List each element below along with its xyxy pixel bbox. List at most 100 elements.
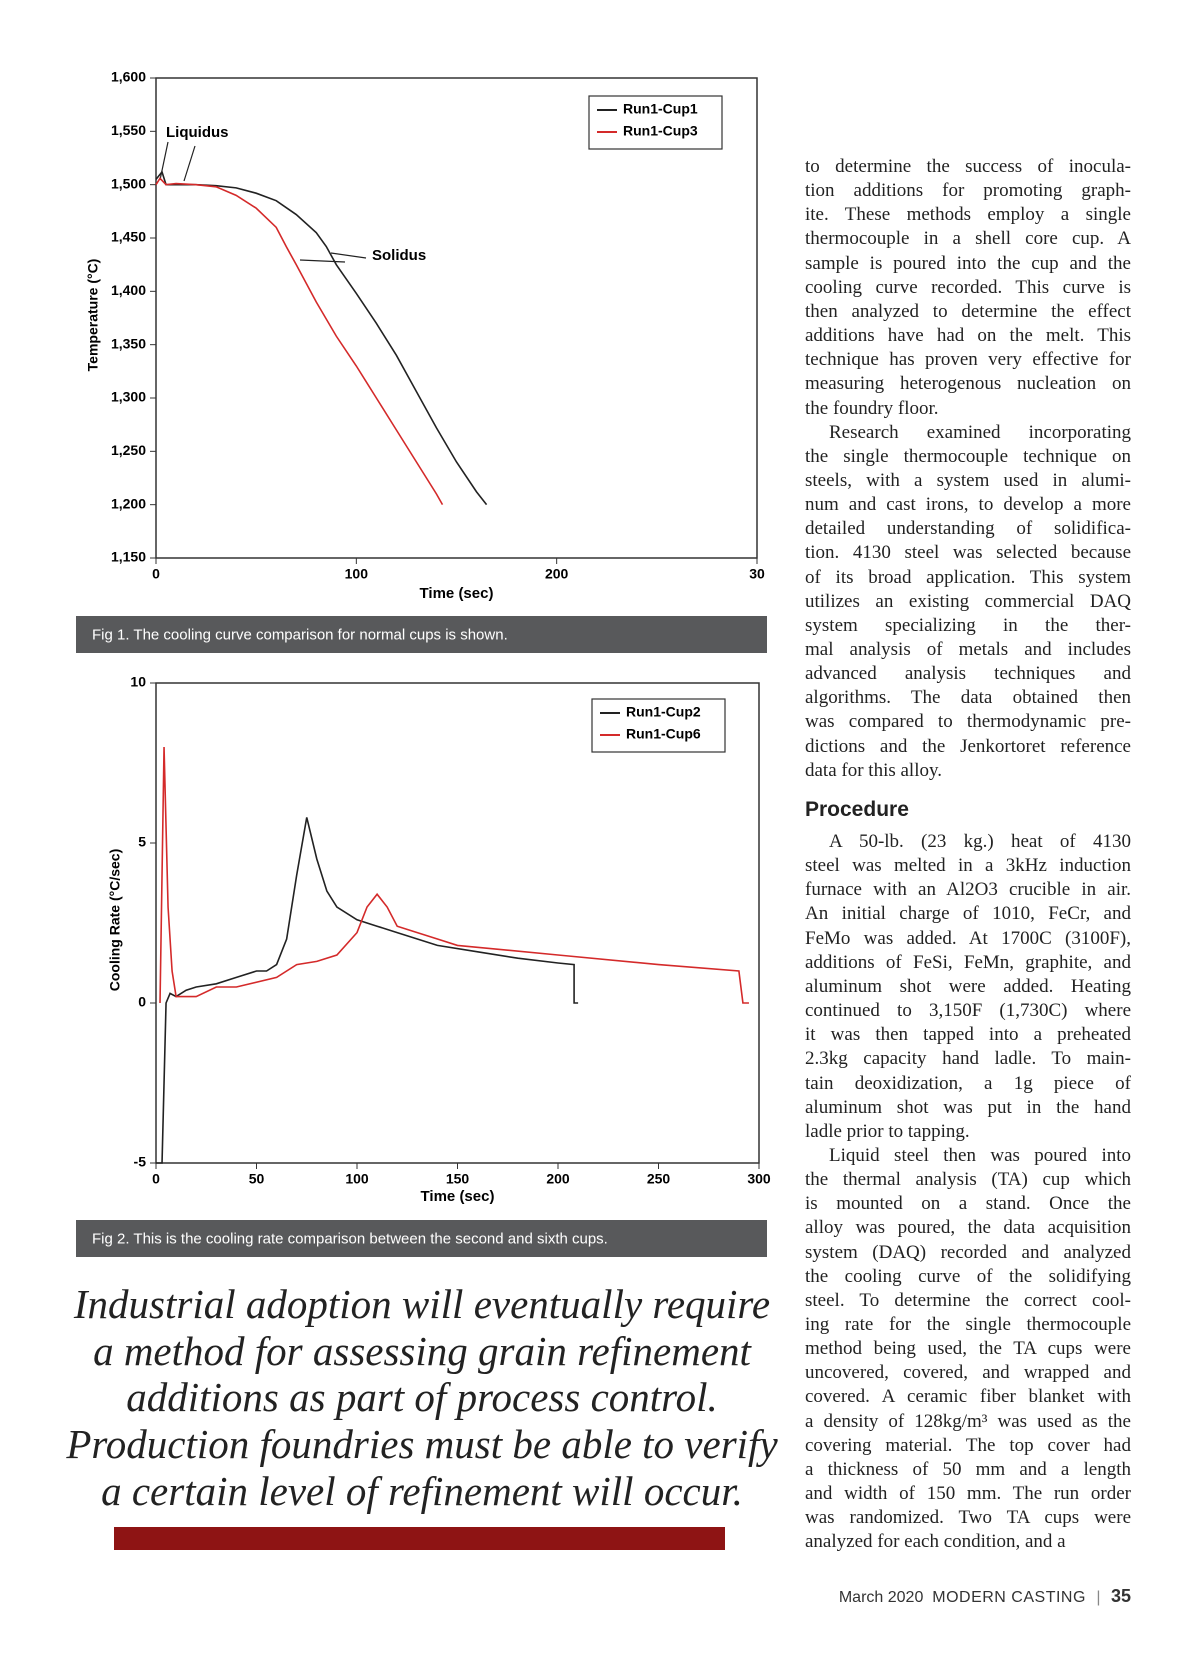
- body-text-line: was compared to thermodynamic pre-: [805, 711, 1131, 733]
- y-tick-label: 1,500: [111, 175, 146, 191]
- body-text-line: additions of FeSi, FeMn, graphite, and: [805, 951, 1131, 973]
- x-axis-title: Time (sec): [420, 585, 494, 602]
- body-text-line: was randomized. Two TA cups were: [805, 1507, 1131, 1529]
- x-tick-label: 100: [345, 1171, 369, 1187]
- body-text-line: furnace with an Al2O3 crucible in air.: [805, 879, 1131, 901]
- body-text-line: a thickness of 50 mm and a length: [805, 1458, 1131, 1480]
- body-text-line: covering material. The top cover had: [805, 1434, 1131, 1456]
- data-line: [155, 170, 488, 506]
- body-text-line: FeMo was added. At 1700C (3100F),: [805, 927, 1131, 949]
- body-text-line: aluminum shot was put in the hand: [805, 1096, 1131, 1118]
- body-text-line: and width of 150 mm. The run order: [805, 1483, 1131, 1505]
- pull-quote-line: Industrial adoption will eventually requ…: [73, 1281, 771, 1327]
- body-text-line: the cooling curve of the solidifying: [805, 1265, 1131, 1287]
- body-text-line: detailed understanding of solidifica-: [805, 518, 1131, 540]
- x-tick-label: 250: [647, 1171, 671, 1187]
- body-text-line: 2.3kg capacity hand ladle. To main-: [805, 1048, 1131, 1070]
- annotation-arrows: [159, 141, 367, 263]
- body-text-line: data for this alloy.: [805, 759, 943, 781]
- footer-date: March 2020: [838, 1589, 924, 1606]
- body-text-line: A 50-lb. (23 kg.) heat of 4130: [829, 831, 1131, 852]
- y-tick-label: -5: [134, 1154, 147, 1170]
- pull-quote-line: additions as part of process control.: [126, 1374, 718, 1421]
- body-text-line: ite. These methods employ a single: [805, 204, 1131, 226]
- annotation: Liquidus: [166, 124, 229, 141]
- y-tick-label: 10: [130, 674, 146, 690]
- body-text-line: thermocouple in a shell core cup. A: [805, 228, 1131, 250]
- y-tick-label: 0: [138, 994, 146, 1010]
- x-tick-label: 200: [545, 566, 569, 582]
- body-text-line: aluminum shot were added. Heating: [805, 975, 1131, 997]
- y-tick-label: 1,600: [111, 69, 146, 85]
- body-text-line: is mounted on a stand. Once the: [805, 1193, 1131, 1215]
- x-tick-label: 30: [749, 566, 765, 582]
- legend-label: Run1-Cup1: [623, 101, 698, 117]
- body-text-line: of its broad application. This system: [805, 566, 1131, 588]
- y-tick-label: 1,200: [111, 495, 146, 511]
- body-text-line: steels, with a system used in alumi-: [805, 469, 1131, 491]
- pull-quote-line: a method for assessing grain refinement: [93, 1327, 751, 1374]
- caption-bar: [76, 1220, 767, 1257]
- body-text-line: ladle prior to tapping.: [805, 1120, 970, 1142]
- body-text-line: cooling curve recorded. This curve is: [805, 276, 1131, 298]
- body-text-line: method being used, the TA cups were: [805, 1338, 1131, 1360]
- caption: Fig 2. This is the cooling rate comparis…: [92, 1230, 608, 1247]
- body-text-line: tion additions for promoting graph-: [805, 180, 1131, 202]
- body-text-line: uncovered, covered, and wrapped and: [805, 1362, 1131, 1384]
- body-text-line: measuring heterogenous nucleation on: [805, 373, 1131, 395]
- body-text-line: continued to 3,150F (1,730C) where: [805, 1000, 1131, 1022]
- body-text-line: An initial charge of 1010, FeCr, and: [805, 903, 1131, 925]
- y-axis-title: Cooling Rate (°C/sec): [107, 849, 123, 992]
- y-tick-label: 1,450: [111, 229, 146, 245]
- y-tick-label: 1,250: [111, 442, 146, 458]
- data-line: [159, 746, 749, 1004]
- quote-rule: [114, 1527, 725, 1550]
- body-text-line: dictions and the Jenkortoret reference: [805, 735, 1131, 757]
- body-text-line: Research examined incorporating: [829, 421, 1131, 443]
- y-tick-label: 5: [138, 834, 146, 850]
- pull-quote-line: Production foundries must be able to ver…: [66, 1421, 778, 1468]
- body-text-line: the foundry floor.: [805, 397, 939, 419]
- body-text-line: alloy was poured, the data acquisition: [805, 1217, 1131, 1239]
- legend-label: Run1-Cup3: [623, 123, 698, 139]
- y-tick-label: 1,300: [111, 389, 146, 405]
- legend-box: [591, 698, 726, 753]
- body-text-line: it was then tapped into a preheated: [805, 1024, 1131, 1046]
- plot-frame: [155, 682, 760, 1164]
- legend-box: [588, 95, 723, 150]
- page-number: 35: [1110, 1586, 1131, 1606]
- body-text-line: algorithms. The data obtained then: [805, 687, 1131, 709]
- plot-frame: [155, 77, 758, 559]
- body-text-line: ing rate for the single thermocouple: [805, 1314, 1131, 1335]
- y-tick-label: 1,550: [111, 122, 146, 138]
- y-axis-title: Temperature (°C): [85, 259, 101, 372]
- body-text-line: system specializing in the ther-: [805, 614, 1131, 636]
- x-tick-label: 50: [249, 1171, 265, 1187]
- body-text-line: the thermal analysis (TA) cup which: [805, 1169, 1131, 1191]
- y-tick-label: 1,400: [111, 282, 146, 298]
- body-text-line: utilizes an existing commercial DAQ: [805, 590, 1131, 612]
- x-tick-label: 200: [546, 1171, 570, 1187]
- y-tick-label: 1,350: [111, 335, 146, 351]
- footer: March 2020 MODERN CASTING | 35: [838, 1586, 1131, 1606]
- body-text-line: steel. To determine the correct cool-: [805, 1289, 1131, 1311]
- data-line: [155, 176, 444, 506]
- body-text-line: additions have had on the melt. This: [805, 325, 1131, 347]
- x-axis-title: Time (sec): [421, 1188, 495, 1205]
- body-text-line: covered. A ceramic fiber blanket with: [805, 1386, 1131, 1408]
- body-text-line: steel was melted in a 3kHz induction: [805, 855, 1131, 877]
- section-heading: Procedure: [805, 798, 909, 821]
- body-text-line: to determine the success of inocula-: [805, 156, 1131, 177]
- body-text-line: mal analysis of metals and includes: [805, 639, 1131, 660]
- body-text-line: sample is poured into the cup and the: [805, 252, 1131, 274]
- pull-quote-line: a certain level of refinement will occur…: [101, 1467, 743, 1514]
- data-line: [156, 817, 579, 1164]
- body-text-line: a density of 128kg/m³ was used as the: [805, 1410, 1131, 1432]
- body-text-line: num and cast irons, to develop a more: [805, 494, 1131, 516]
- body-text-line: Liquid steel then was poured into: [829, 1144, 1131, 1166]
- x-tick-label: 150: [446, 1171, 470, 1187]
- body-text-line: tion. 4130 steel was selected because: [805, 542, 1131, 564]
- body-text-line: tain deoxidization, a 1g piece of: [805, 1072, 1131, 1094]
